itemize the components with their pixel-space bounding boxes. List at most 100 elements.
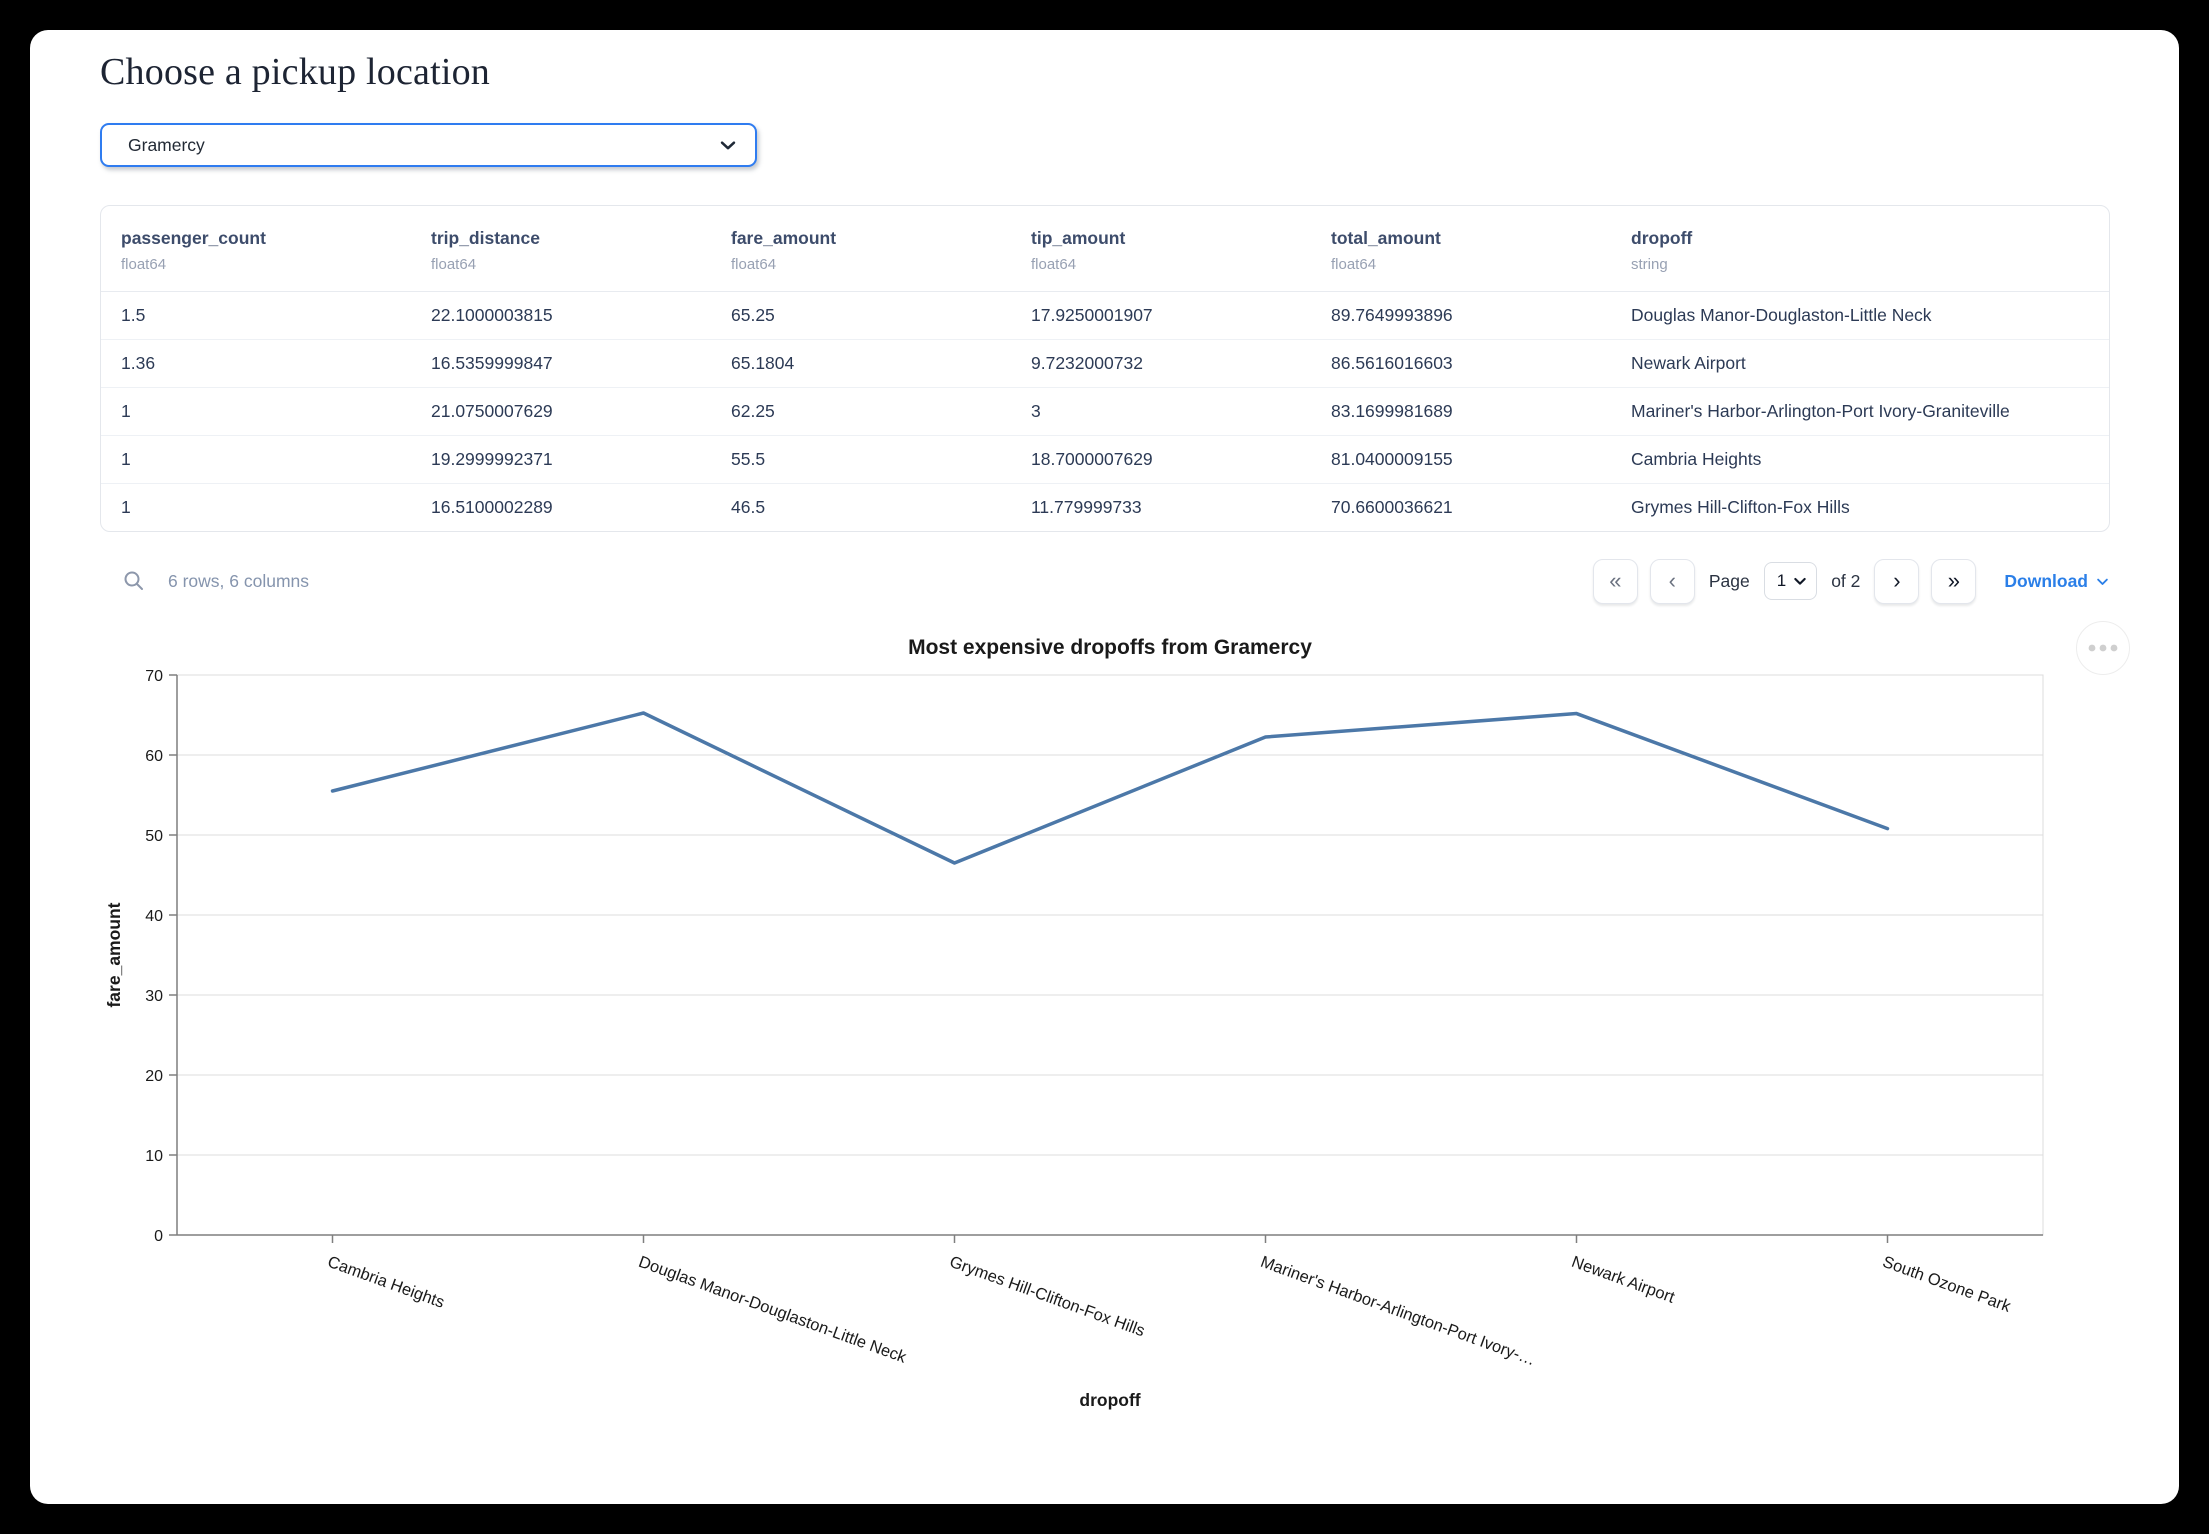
column-header[interactable]: trip_distance float64 [411, 228, 711, 273]
last-page-button[interactable]: » [1931, 558, 1977, 604]
table-cell: Newark Airport [1631, 353, 1746, 373]
page-select[interactable]: 1 [1763, 562, 1818, 600]
column-header[interactable]: tip_amount float64 [1011, 228, 1311, 273]
table-cell: 16.5100002289 [431, 497, 553, 517]
chevron-down-icon [720, 141, 736, 150]
table-row[interactable]: 1 19.2999992371 55.5 18.7000007629 81.040000… [101, 435, 2109, 483]
y-axis-title: fare_amount [104, 902, 124, 1007]
table-footer-left: 6 rows, 6 columns [100, 569, 309, 593]
table-cell: 1 [121, 449, 131, 469]
table-cell: 55.5 [731, 449, 766, 469]
table-cell: 3 [1031, 401, 1041, 421]
row-count-summary: 6 rows, 6 columns [168, 570, 310, 591]
chart-line [330, 711, 1890, 865]
chart-title: Most expensive dropoffs from Gramercy [908, 636, 1312, 659]
table-cell: Grymes Hill-Clifton-Fox Hills [1631, 497, 1850, 517]
column-type: float64 [431, 256, 477, 273]
pagination-controls: « ‹ Page 1 of 2 › » Download [1592, 558, 2110, 604]
table-cell: 9.7232000732 [1031, 353, 1143, 373]
column-header[interactable]: total_amount float64 [1311, 228, 1611, 273]
table-cell: 1 [121, 401, 131, 421]
column-header[interactable]: passenger_count float64 [101, 228, 411, 273]
download-label: Download [2004, 570, 2088, 591]
x-axis-title: dropoff [1079, 1390, 1140, 1410]
table-cell: 83.1699981689 [1331, 401, 1453, 421]
page-title: Choose a pickup location [100, 51, 490, 93]
table-cell: 19.2999992371 [431, 449, 553, 469]
x-tick-label: Douglas Manor-Douglaston-Little Neck [636, 1253, 909, 1367]
chevron-down-icon [1794, 577, 1806, 585]
x-tick-label: Cambria Heights [325, 1253, 447, 1312]
table-cell: 46.5 [731, 497, 766, 517]
table-cell: 21.0750007629 [431, 401, 553, 421]
column-type: float64 [1331, 256, 1377, 273]
table-cell: Mariner's Harbor-Arlington-Port Ivory-Gr… [1631, 401, 2010, 421]
y-tick-label: 10 [145, 1148, 163, 1165]
page-select-value: 1 [1776, 571, 1787, 590]
y-tick-label: 70 [145, 668, 163, 685]
table-cell: 1 [121, 497, 131, 517]
pickup-location-value: Gramercy [128, 134, 205, 155]
table-cell: 17.9250001907 [1031, 305, 1153, 325]
chart-container: Most expensive dropoffs from Gramercy 0 1… [100, 622, 2110, 1460]
x-tick-label: Newark Airport [1569, 1253, 1677, 1307]
table-cell: 86.5616016603 [1331, 353, 1453, 373]
column-name: dropoff [1631, 228, 1693, 248]
y-tick-label: 60 [145, 748, 163, 765]
page-label: Page [1708, 570, 1750, 591]
table-row[interactable]: 1.5 22.1000003815 65.25 17.9250001907 89.764… [101, 292, 2109, 339]
x-tick-label: Grymes Hill-Clifton-Fox Hills [947, 1253, 1147, 1340]
table-cell: 89.7649993896 [1331, 305, 1453, 325]
table-body: 1.5 22.1000003815 65.25 17.9250001907 89.764… [101, 292, 2109, 531]
table-row[interactable]: 1 16.5100002289 46.5 11.779999733 70.6600036… [101, 483, 2109, 531]
prev-page-button[interactable]: ‹ [1649, 558, 1695, 604]
first-page-button[interactable]: « [1592, 558, 1638, 604]
table-cell: 70.6600036621 [1331, 497, 1453, 517]
next-page-button[interactable]: › [1874, 558, 1920, 604]
y-tick-label: 0 [154, 1228, 163, 1245]
table-cell: 65.25 [731, 305, 775, 325]
table-cell: 1.36 [121, 353, 156, 373]
table-cell: 81.0400009155 [1331, 449, 1453, 469]
data-table: passenger_count float64 trip_distance float… [100, 205, 2110, 532]
column-name: passenger_count [121, 228, 266, 248]
y-tick-label: 30 [145, 988, 163, 1005]
table-footer: 6 rows, 6 columns « ‹ Page 1 of 2 › » Do… [100, 554, 2110, 608]
chevron-down-icon [2097, 578, 2108, 585]
table-cell: Douglas Manor-Douglaston-Little Neck [1631, 305, 1932, 325]
table-cell: 1.5 [121, 305, 146, 325]
ellipsis-icon [2088, 644, 2118, 652]
column-name: total_amount [1331, 228, 1441, 248]
download-button[interactable]: Download [2004, 571, 2110, 592]
table-cell: 18.7000007629 [1031, 449, 1153, 469]
chart-options-button[interactable] [2076, 621, 2130, 675]
column-type: float64 [1031, 256, 1077, 273]
table-cell: 65.1804 [731, 353, 795, 373]
x-tick-label: South Ozone Park [1880, 1253, 2014, 1316]
table-cell: 22.1000003815 [431, 305, 553, 325]
table-row[interactable]: 1.36 16.5359999847 65.1804 9.7232000732 86.5… [101, 339, 2109, 387]
chart-dynamic-layer: 0 10 20 30 40 50 60 70 Cambria Heights Douglas Ma… [145, 668, 2013, 1369]
column-header[interactable]: fare_amount float64 [711, 228, 1011, 273]
search-button[interactable] [122, 569, 146, 593]
column-name: fare_amount [731, 228, 837, 248]
chart-grid [177, 674, 2043, 1156]
fare-chart: Most expensive dropoffs from Gramercy 0 1… [104, 636, 2044, 1410]
table-cell: 62.25 [731, 401, 775, 421]
table-header-row: passenger_count float64 trip_distance float… [101, 206, 2109, 292]
column-name: tip_amount [1031, 228, 1126, 248]
page-total: of 2 [1831, 570, 1861, 591]
x-tick-label: Mariner's Harbor-Arlington-Port Ivory-… [1258, 1253, 1538, 1369]
y-tick-label: 50 [145, 828, 163, 845]
table-cell: Cambria Heights [1631, 449, 1762, 469]
y-tick-label: 40 [145, 908, 163, 925]
content-card: Choose a pickup location Gramercy passen… [30, 30, 2179, 1504]
table-cell: 16.5359999847 [431, 353, 553, 373]
table-cell: 11.779999733 [1031, 497, 1142, 517]
table-row[interactable]: 1 21.0750007629 62.25 3 83.1699981689 Mariner… [101, 387, 2109, 435]
y-tick-label: 20 [145, 1068, 163, 1085]
column-header[interactable]: dropoff string [1611, 228, 2109, 273]
column-type: float64 [121, 256, 167, 273]
pickup-location-select[interactable]: Gramercy [100, 123, 757, 167]
